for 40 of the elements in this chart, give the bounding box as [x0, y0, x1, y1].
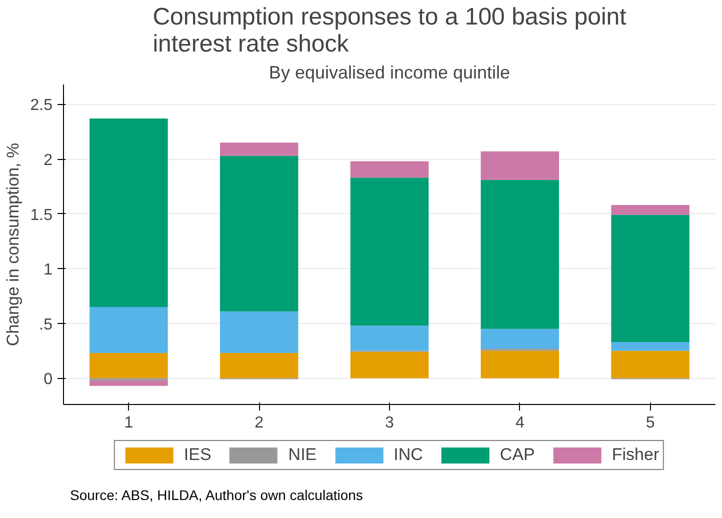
bar — [350, 178, 429, 326]
source-note: Source: ABS, HILDA, Author's own calculations — [70, 486, 363, 505]
x-tick-label: 1 — [124, 414, 134, 432]
bar — [90, 306, 168, 353]
legend-label: INC — [394, 445, 423, 465]
y-tick-label: 2.5 — [30, 97, 53, 114]
y-axis-title: Change in consumption, % — [3, 142, 22, 346]
bar — [90, 352, 168, 378]
bar — [220, 142, 298, 156]
y-tick-label: 1 — [44, 262, 53, 279]
x-tick-label: 5 — [646, 414, 655, 432]
x-tick-label: 3 — [385, 414, 394, 432]
bar — [350, 352, 429, 378]
y-tick-label: 1.5 — [30, 206, 53, 224]
y-tick-label: 0 — [44, 371, 53, 388]
bar — [611, 205, 690, 215]
bar — [220, 311, 298, 353]
legend-label: NIE — [288, 445, 317, 465]
bar — [611, 342, 690, 351]
bar — [90, 380, 168, 386]
bar — [480, 151, 560, 180]
x-tick-label: 2 — [254, 414, 264, 432]
y-tick-label: .5 — [39, 316, 53, 334]
chart-title: Consumption responses to a 100 basis point interest rate shock — [152, 4, 627, 58]
bar — [611, 214, 690, 342]
y-tick-label: 2 — [44, 152, 53, 170]
x-tick-label: 4 — [515, 414, 524, 432]
bar — [611, 350, 690, 378]
bar — [350, 326, 429, 351]
bar — [350, 161, 429, 178]
legend-label: CAP — [500, 445, 535, 465]
bar — [480, 350, 560, 378]
bar — [480, 180, 560, 329]
legend-label: IES — [184, 445, 212, 465]
chart-subtitle: By equivalised income quintile — [268, 62, 510, 82]
legend-label: Fisher — [612, 445, 660, 465]
bar — [90, 118, 168, 307]
bar — [220, 156, 298, 312]
bar — [220, 352, 298, 378]
bar — [480, 328, 560, 349]
